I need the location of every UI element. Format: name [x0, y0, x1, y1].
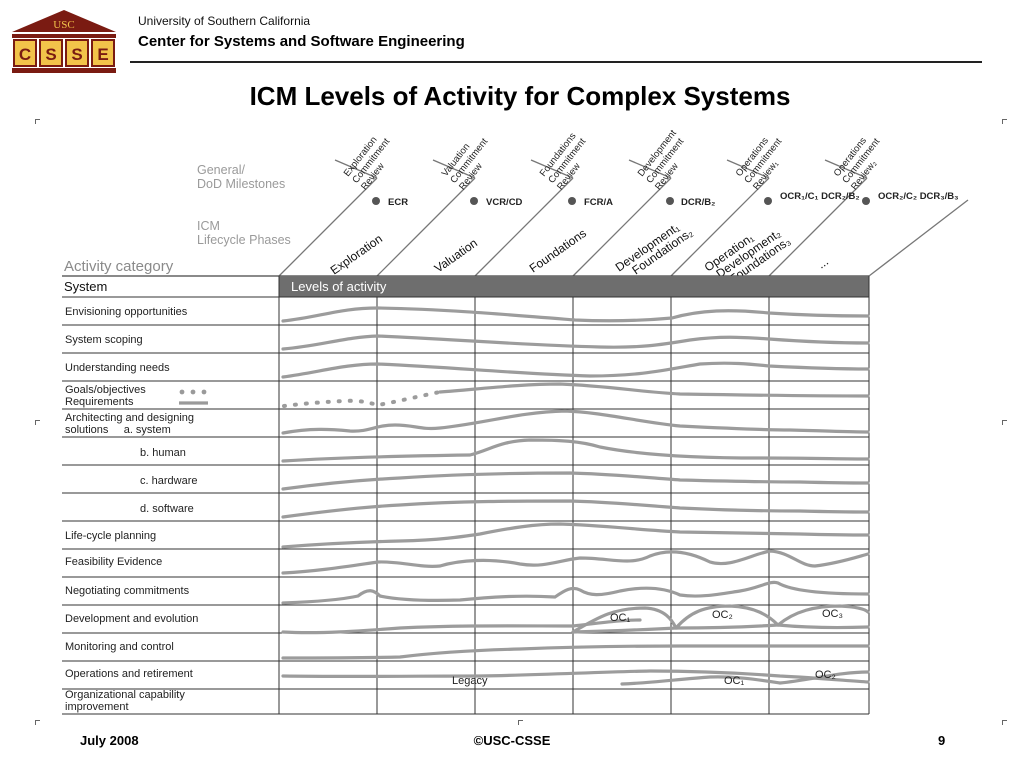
- center-name: Center for Systems and Software Engineer…: [138, 33, 465, 50]
- corner-mark: [35, 119, 40, 124]
- row-understanding-needs: Understanding needs: [65, 362, 170, 374]
- curve-operations-oc1: [620, 670, 870, 686]
- row-monitoring: Monitoring and control: [65, 641, 174, 653]
- row-goals: Goals/objectives: [65, 384, 146, 396]
- corner-mark: [1002, 420, 1007, 425]
- svg-text:E: E: [97, 45, 108, 64]
- milestone-dot: [764, 197, 772, 205]
- curve-hardware: [281, 471, 870, 491]
- svg-text:S: S: [71, 45, 82, 64]
- milestone-dot: [862, 197, 870, 205]
- curve-goals-dotted: [282, 390, 442, 408]
- logo-usc-text: USC: [53, 19, 74, 31]
- row-development-evolution: Development and evolution: [65, 613, 198, 625]
- curve-dev-evolution-oc3: [776, 604, 870, 627]
- svg-text:FoundationsCommitmentReview: FoundationsCommitmentReview: [538, 129, 597, 192]
- row-organizational: Organizational capability: [65, 689, 185, 701]
- label-oc3-dev: OC₃: [822, 608, 843, 620]
- curve-goals-requirements: [438, 382, 870, 398]
- label-oc1-dev: OC₁: [610, 612, 631, 624]
- milestone-dot: [666, 197, 674, 205]
- university-name: University of Southern California: [138, 14, 311, 28]
- footer-page-number: 9: [938, 733, 946, 748]
- label-oc1-ops: OC₁: [724, 675, 745, 687]
- curve-dev-evolution-oc1: [571, 606, 679, 634]
- row-envisioning: Envisioning opportunities: [65, 306, 188, 318]
- row-negotiating: Negotiating commitments: [65, 585, 190, 597]
- row-requirements: Requirements: [65, 396, 134, 408]
- icm-phases-label: ICM: [197, 219, 220, 233]
- levels-header-bar: [279, 276, 869, 297]
- corner-mark: [35, 720, 40, 725]
- row-improvement: improvement: [65, 701, 129, 713]
- row-human: b. human: [140, 447, 186, 459]
- row-feasibility-evidence: Feasibility Evidence: [65, 556, 162, 568]
- svg-text:ExplorationCommitmentReview: ExplorationCommitmentReview: [342, 129, 401, 192]
- review-code-fcr: FCR/A: [584, 197, 613, 208]
- svg-text:ValuationCommitmentReview: ValuationCommitmentReview: [440, 129, 499, 192]
- milestone-dot: [568, 197, 576, 205]
- svg-text:OperationsCommitmentReview₁: OperationsCommitmentReview₁: [734, 129, 793, 192]
- label-legacy: Legacy: [452, 675, 488, 687]
- review-code-ocr1: OCR₁/C₁ DCR₂/B₂: [780, 191, 860, 202]
- review-code-ecr: ECR: [388, 197, 408, 208]
- curve-envisioning: [281, 306, 870, 323]
- row-architecting: Architecting and designing: [65, 412, 194, 424]
- curve-feasibility-evidence: [281, 549, 870, 575]
- curve-system-scoping: [281, 334, 870, 351]
- header-divider: [130, 61, 982, 63]
- row-hardware: c. hardware: [140, 475, 197, 487]
- curve-architecting-system: [281, 409, 870, 435]
- svg-text:OperationsCommitmentReview₂: OperationsCommitmentReview₂: [832, 129, 891, 192]
- curve-life-cycle-planning: [281, 522, 870, 549]
- phase-valuation: Valuation: [432, 236, 480, 276]
- curve-understanding-needs: [281, 361, 870, 379]
- levels-of-activity-label: Levels of activity: [291, 279, 387, 294]
- corner-mark: [1002, 720, 1007, 725]
- row-operations: Operations and retirement: [65, 668, 193, 680]
- svg-text:S: S: [45, 45, 56, 64]
- usc-csse-logo: USC C S S E: [12, 10, 116, 73]
- label-oc2-dev: OC₂: [712, 609, 733, 621]
- review-code-ocr2: OCR₂/C₂ DCR₃/B₃: [878, 191, 959, 202]
- phase-ellipsis: ...: [815, 254, 831, 271]
- logo-letter-boxes: C S S E: [13, 39, 115, 67]
- system-label: System: [64, 279, 107, 294]
- row-solutions-system: solutions a. system: [65, 424, 171, 436]
- activity-category-label: Activity category: [64, 258, 174, 275]
- curve-human: [281, 438, 870, 463]
- milestone-dot: [372, 197, 380, 205]
- svg-text:Development₁Foundations₂: Development₁Foundations₂: [613, 215, 696, 284]
- corner-mark: [518, 720, 523, 725]
- general-milestones-label: General/: [197, 163, 245, 177]
- phase-foundations: Foundations: [527, 226, 589, 275]
- row-software: d. software: [140, 503, 194, 515]
- label-oc2-ops: OC₂: [815, 669, 836, 681]
- milestone-dot: [470, 197, 478, 205]
- review-code-dcr: DCR/B₂: [681, 197, 715, 208]
- corner-mark: [35, 420, 40, 425]
- row-life-cycle-planning: Life-cycle planning: [65, 530, 156, 542]
- curve-dev-evolution-1: [281, 618, 642, 635]
- general-milestones-label-2: DoD Milestones: [197, 177, 285, 191]
- slide-title: ICM Levels of Activity for Complex Syste…: [249, 81, 791, 111]
- curve-dev-evolution-tail: [776, 623, 870, 630]
- footer-date: July 2008: [80, 733, 139, 748]
- curve-dev-evolution-oc2: [674, 604, 782, 630]
- corner-mark: [1002, 119, 1007, 124]
- goals-requirements-legend: [179, 389, 208, 405]
- review-code-vcr: VCR/CD: [486, 197, 523, 208]
- footer-copyright: ©USC-CSSE: [473, 733, 551, 748]
- svg-text:DevelopmentCommitmentReview: DevelopmentCommitmentReview: [636, 128, 697, 193]
- curve-monitoring: [281, 644, 870, 660]
- icm-phases-label-2: Lifecycle Phases: [197, 233, 291, 247]
- curve-software: [281, 499, 870, 519]
- row-system-scoping: System scoping: [65, 334, 143, 346]
- curve-negotiating: [281, 580, 870, 605]
- svg-text:C: C: [19, 45, 31, 64]
- phase-exploration: Exploration: [328, 232, 385, 278]
- curve-operations-legacy: [281, 669, 870, 684]
